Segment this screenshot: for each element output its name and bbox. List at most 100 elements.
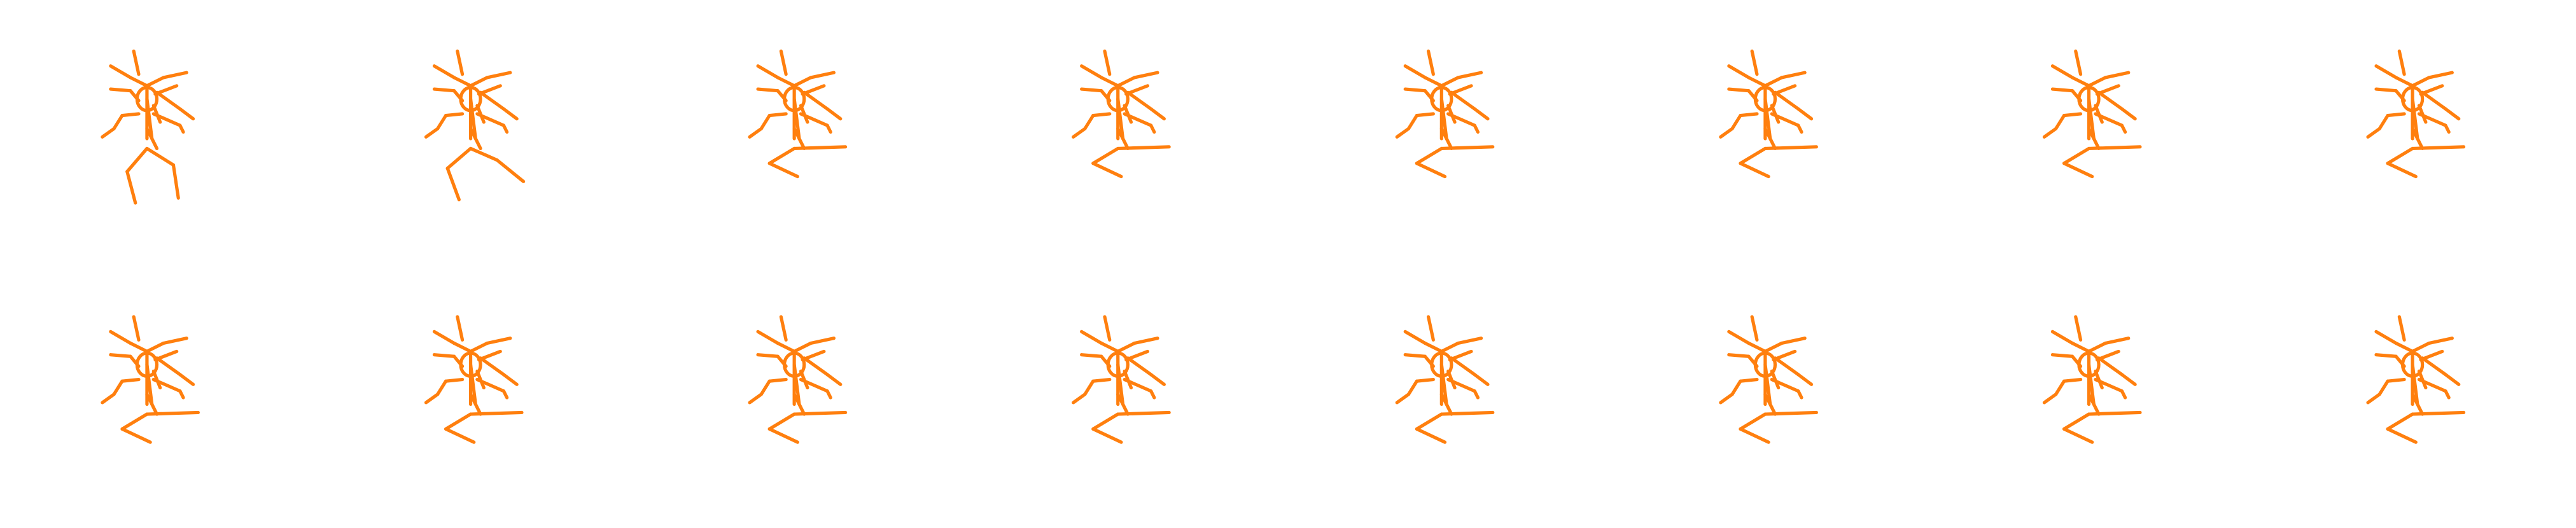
- limb-segment: [825, 123, 832, 134]
- limb-segment: [468, 393, 482, 416]
- frame-14-pose-kick: [1719, 315, 1818, 444]
- limb-segment: [1133, 71, 1159, 80]
- limb-segment: [155, 90, 182, 111]
- limb-segment: [1763, 127, 1777, 151]
- limb-segment: [1439, 127, 1453, 151]
- limb-segment: [1456, 71, 1483, 80]
- limb-segment: [1116, 363, 1125, 406]
- limb-segment: [2087, 127, 2101, 151]
- limb-segment: [432, 353, 456, 358]
- limb-segment: [2103, 71, 2131, 80]
- limb-segment: [2120, 373, 2137, 386]
- limb-segment: [2397, 49, 2406, 76]
- limb-segment: [1403, 87, 1427, 93]
- frame-8-pose-kick: [2366, 49, 2466, 179]
- limb-segment: [2087, 410, 2142, 416]
- limb-segment: [145, 127, 159, 151]
- limb-segment: [1727, 353, 1751, 358]
- limb-segment: [1780, 71, 1807, 80]
- limb-segment: [1763, 76, 1784, 88]
- limb-segment: [1091, 162, 1123, 179]
- limb-segment: [1123, 377, 1153, 393]
- limb-segment: [1763, 363, 1772, 406]
- limb-segment: [1103, 49, 1112, 76]
- limb-segment: [1456, 337, 1483, 345]
- limb-segment: [436, 113, 448, 130]
- limb-segment: [129, 341, 149, 354]
- limb-segment: [2120, 107, 2137, 121]
- limb-segment: [475, 112, 506, 127]
- limb-segment: [452, 76, 473, 88]
- limb-segment: [444, 377, 465, 383]
- limb-segment: [792, 145, 848, 151]
- limb-segment: [1415, 162, 1447, 179]
- limb-segment: [792, 363, 801, 406]
- limb-segment: [132, 315, 141, 342]
- frame-15-pose-kick: [2042, 315, 2142, 444]
- limb-segment: [1116, 76, 1137, 88]
- limb-segment: [178, 389, 185, 399]
- limb-segment: [2444, 123, 2451, 134]
- limb-segment: [1403, 330, 1427, 345]
- limb-segment: [2386, 112, 2406, 118]
- limb-segment: [2070, 354, 2083, 368]
- limb-segment: [1083, 113, 1095, 130]
- limb-segment: [1116, 127, 1130, 151]
- limb-segment: [792, 97, 801, 141]
- limb-segment: [501, 389, 509, 399]
- limb-segment: [2386, 146, 2414, 165]
- limb-segment: [432, 330, 456, 345]
- limb-segment: [1763, 341, 1784, 354]
- limb-segment: [495, 158, 526, 183]
- limb-segment: [444, 112, 465, 118]
- limb-segment: [2411, 341, 2431, 354]
- limb-segment: [151, 377, 182, 393]
- frame-3-pose-kick: [748, 49, 848, 179]
- limb-segment: [1415, 112, 1435, 118]
- limb-segment: [1446, 112, 1476, 127]
- limb-segment: [2062, 412, 2091, 431]
- limb-segment: [2070, 89, 2083, 102]
- limb-segment: [792, 393, 806, 416]
- frame-16-pose-kick: [2366, 315, 2466, 444]
- limb-segment: [2444, 107, 2461, 121]
- limb-segment: [809, 71, 836, 80]
- limb-segment: [1439, 97, 1448, 141]
- limb-segment: [2087, 363, 2096, 406]
- limb-segment: [109, 64, 132, 80]
- limb-segment: [444, 427, 476, 444]
- limb-segment: [1415, 427, 1447, 444]
- limb-segment: [2386, 162, 2418, 179]
- limb-segment: [109, 87, 132, 93]
- frame-6-pose-kick: [1719, 49, 1818, 179]
- limb-segment: [1796, 373, 1814, 386]
- limb-segment: [2097, 90, 2124, 111]
- limb-segment: [2411, 393, 2425, 416]
- limb-segment: [1116, 393, 1130, 416]
- limb-segment: [1100, 76, 1120, 88]
- limb-segment: [2070, 341, 2091, 354]
- limb-segment: [1439, 145, 1495, 151]
- limb-segment: [1406, 113, 1418, 130]
- limb-segment: [779, 315, 788, 342]
- limb-segment: [145, 97, 154, 141]
- limb-segment: [2120, 123, 2127, 134]
- limb-segment: [444, 412, 473, 431]
- limb-segment: [2427, 71, 2454, 80]
- limb-segment: [1719, 393, 1734, 405]
- limb-segment: [1727, 87, 1751, 93]
- frame-5-pose-kick: [1395, 49, 1495, 179]
- limb-segment: [1796, 107, 1814, 121]
- limb-segment: [485, 71, 512, 80]
- limb-segment: [1739, 112, 1759, 118]
- limb-segment: [1739, 412, 1767, 431]
- limb-segment: [432, 64, 456, 80]
- limb-segment: [1149, 373, 1166, 386]
- limb-segment: [468, 97, 477, 141]
- limb-segment: [767, 162, 799, 179]
- limb-segment: [756, 64, 780, 80]
- limb-segment: [2097, 356, 2124, 377]
- limb-segment: [776, 341, 796, 354]
- limb-segment: [1773, 90, 1800, 111]
